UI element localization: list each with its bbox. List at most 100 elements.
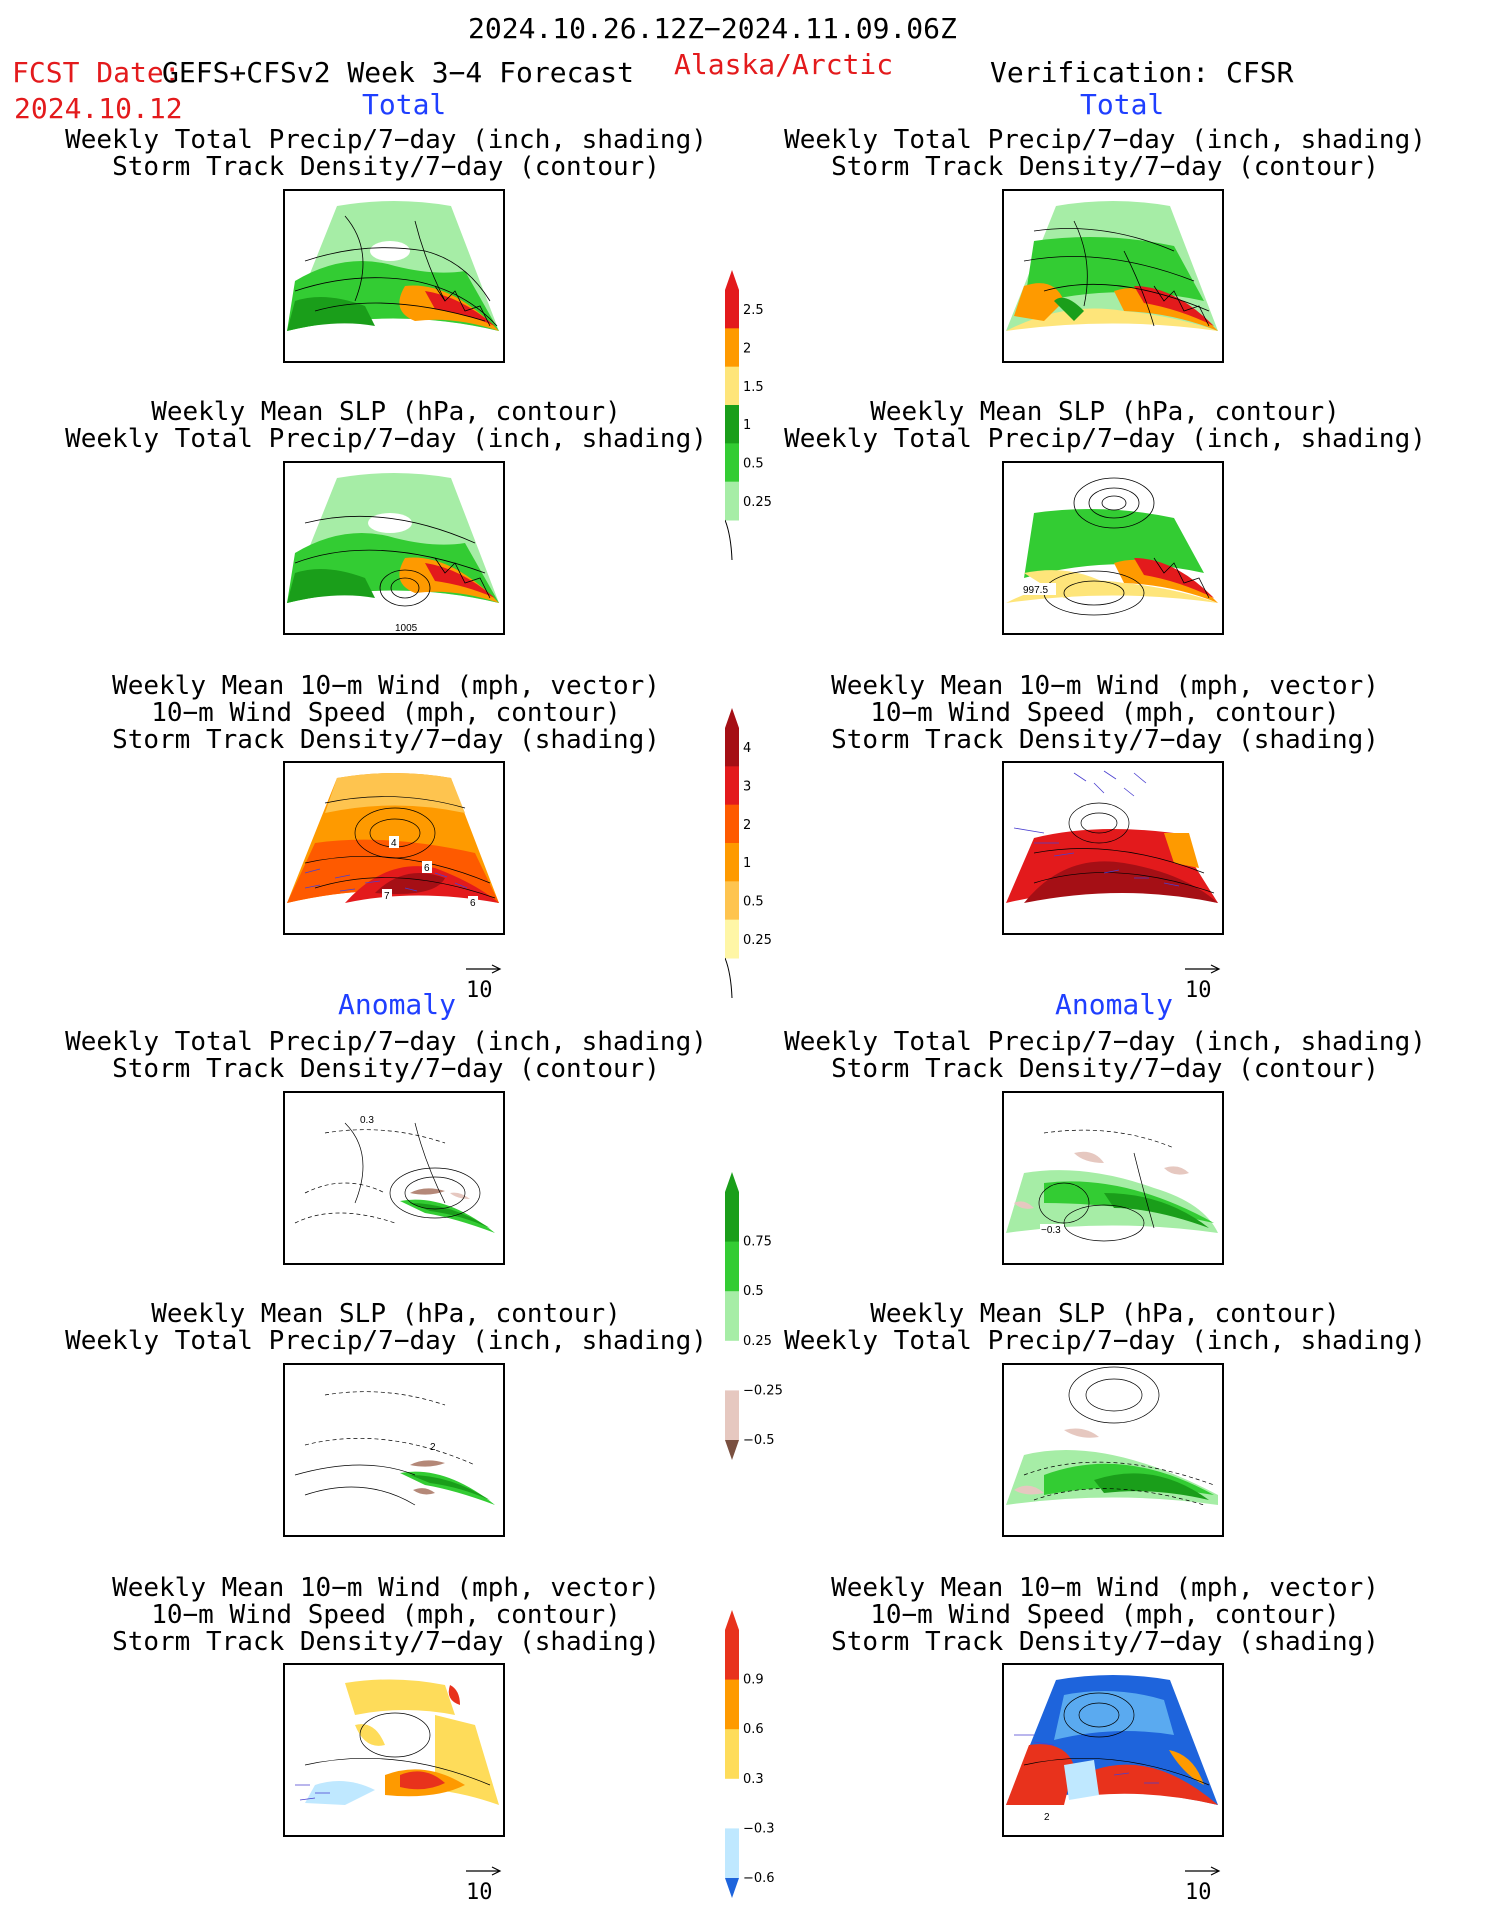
ref-vector-label: 10: [466, 1880, 493, 1905]
colorbar-segment: [725, 481, 739, 521]
colorbar-segment: [725, 1778, 739, 1829]
map-fc-precip-total: [283, 189, 505, 363]
valid-range-title: 2024.10.26.12Z−2024.11.09.06Z: [468, 12, 957, 45]
ref-vector-label: 10: [1185, 1880, 1212, 1905]
section-total-right: Total: [1080, 88, 1165, 121]
slp-anom-label: 2: [430, 1442, 436, 1453]
colorbar-segment: [725, 1291, 739, 1342]
colorbar-precip-total: 2.5 2 1.5 1 0.5 0.25: [724, 270, 785, 561]
colorbar-graphic: 4 3 2 1 0.5 0.25: [724, 708, 772, 999]
wind-label-4: 4: [391, 838, 397, 849]
track-anom-label: 0.3: [360, 1115, 374, 1126]
ref-vector-obs-anom: 10: [1185, 1857, 1221, 1905]
colorbar-label: 0.25: [743, 1334, 772, 1349]
wind-label-7: 7: [384, 891, 390, 902]
colorbar-label: 1: [743, 856, 751, 871]
colorbar-graphic: 2.5 2 1.5 1 0.5 0.25: [724, 270, 772, 561]
title-obs-wind-anom: Weekly Mean 10−m Wind (mph, vector) 10−m…: [831, 1573, 1379, 1657]
colorbar-segment: [725, 443, 739, 483]
colorbar-segment: [725, 1340, 739, 1391]
ref-vector-label: 10: [466, 978, 493, 1003]
colorbar-label: −0.3: [743, 1821, 775, 1836]
map-obs-slp-total: 997.5: [1002, 461, 1224, 635]
ref-vector-fc-total: 10: [466, 955, 502, 1003]
wind-label-6a: 6: [424, 863, 430, 874]
title-fc-wind-anom: Weekly Mean 10−m Wind (mph, vector) 10−m…: [112, 1573, 660, 1657]
title-obs-precip-total: Weekly Total Precip/7−day (inch, shading…: [784, 125, 1426, 182]
section-anomaly-left: Anomaly: [338, 988, 457, 1021]
slp-label-1005: 1005: [395, 623, 418, 633]
colorbar-segment: [725, 1729, 739, 1780]
map-fc-wind-anom: [283, 1663, 505, 1837]
colorbar-segment: [725, 1828, 739, 1879]
colorbar-tail: [724, 957, 733, 999]
colorbar-label: 0.9: [743, 1673, 764, 1688]
wind-anom-label: 2: [1044, 1812, 1050, 1823]
colorbar-segment: [725, 1630, 739, 1681]
colorbar-segment: [725, 843, 739, 882]
colorbar-bottom-arrow: [725, 1878, 739, 1898]
colorbar-segment: [725, 366, 739, 406]
ref-vector-label: 10: [1185, 978, 1212, 1003]
map-fc-precip-anom: 0.3: [283, 1091, 505, 1265]
map-fc-slp-anom: 2: [283, 1363, 505, 1537]
section-anomaly-right: Anomaly: [1055, 988, 1174, 1021]
colorbar-top-arrow: [725, 270, 739, 290]
colorbar-segment: [725, 1241, 739, 1292]
map-obs-wind-anom: 2: [1002, 1663, 1224, 1837]
title-obs-slp-anom: Weekly Mean SLP (hPa, contour) Weekly To…: [784, 1299, 1426, 1356]
map-obs-precip-anom: −0.3: [1002, 1091, 1224, 1265]
wind-label-6b: 6: [470, 898, 476, 909]
colorbar-graphic: 0.750.50.25−0.25−0.5−0.75: [725, 1172, 783, 1498]
colorbar-segment: [725, 804, 739, 844]
map-obs-precip-total: [1002, 189, 1224, 363]
colorbar-label: 3: [743, 780, 751, 795]
map-fc-slp-total: 1005: [283, 461, 505, 635]
colorbar-segment: [725, 405, 739, 444]
colorbar-label: 0.5: [743, 895, 764, 910]
map-fc-wind-total: 4 6 7 6: [283, 761, 505, 935]
title-fc-slp-total: Weekly Mean SLP (hPa, contour) Weekly To…: [65, 397, 707, 454]
colorbar-top-arrow: [725, 708, 739, 728]
colorbar-segment: [725, 919, 739, 959]
colorbar-tail: [724, 519, 733, 561]
title-obs-slp-total: Weekly Mean SLP (hPa, contour) Weekly To…: [784, 397, 1426, 454]
verification-label: Verification: CFSR: [990, 56, 1294, 89]
colorbar-label: 2: [743, 818, 751, 833]
colorbar-label: −0.5: [743, 1433, 775, 1448]
ref-vector-fc-anom: 10: [466, 1857, 502, 1905]
colorbar-label: 0.5: [743, 1284, 764, 1299]
colorbar-label: 0.3: [743, 1772, 764, 1787]
colorbar-label: 0.75: [743, 1235, 772, 1250]
colorbar-segment: [725, 728, 739, 767]
forecast-name: GEFS+CFSv2 Week 3−4 Forecast: [162, 56, 635, 89]
colorbar-label: 0.6: [743, 1722, 764, 1737]
colorbar-segment: [725, 290, 739, 329]
colorbar-graphic: 0.90.60.3−0.3−0.6−0.9: [725, 1610, 775, 1925]
ref-vector-obs-total: 10: [1185, 955, 1221, 1003]
colorbar-segment: [725, 766, 739, 806]
title-obs-precip-anom: Weekly Total Precip/7−day (inch, shading…: [784, 1027, 1426, 1084]
colorbar-label: 1: [743, 418, 751, 433]
colorbar-label: −0.25: [743, 1383, 783, 1398]
colorbar-label: 0.25: [743, 933, 772, 948]
fcst-date-label: FCST Date:: [12, 56, 181, 89]
colorbar-label: 0.5: [743, 457, 764, 472]
colorbar-segment: [725, 1390, 739, 1441]
slp-label-997-5: 997.5: [1023, 585, 1048, 596]
map-obs-slp-anom: [1002, 1363, 1224, 1537]
region-label: Alaska/Arctic: [674, 48, 894, 81]
colorbar-segment: [725, 328, 739, 368]
colorbar-top-arrow: [725, 1610, 739, 1630]
colorbar-label: 1.5: [743, 380, 764, 395]
title-fc-wind-total: Weekly Mean 10−m Wind (mph, vector) 10−m…: [112, 671, 660, 755]
fcst-date-value: 2024.10.12: [14, 92, 183, 125]
colorbar-label: 0.25: [743, 495, 772, 510]
colorbar-segment: [725, 1192, 739, 1243]
colorbar-segment: [725, 1679, 739, 1730]
colorbar-bottom-arrow: [725, 1440, 739, 1460]
colorbar-precip-anom: 0.750.50.25−0.25−0.5−0.75: [725, 1172, 785, 1498]
title-fc-slp-anom: Weekly Mean SLP (hPa, contour) Weekly To…: [65, 1299, 707, 1356]
colorbar-segment: [725, 881, 739, 921]
colorbar-top-arrow: [725, 1172, 739, 1192]
